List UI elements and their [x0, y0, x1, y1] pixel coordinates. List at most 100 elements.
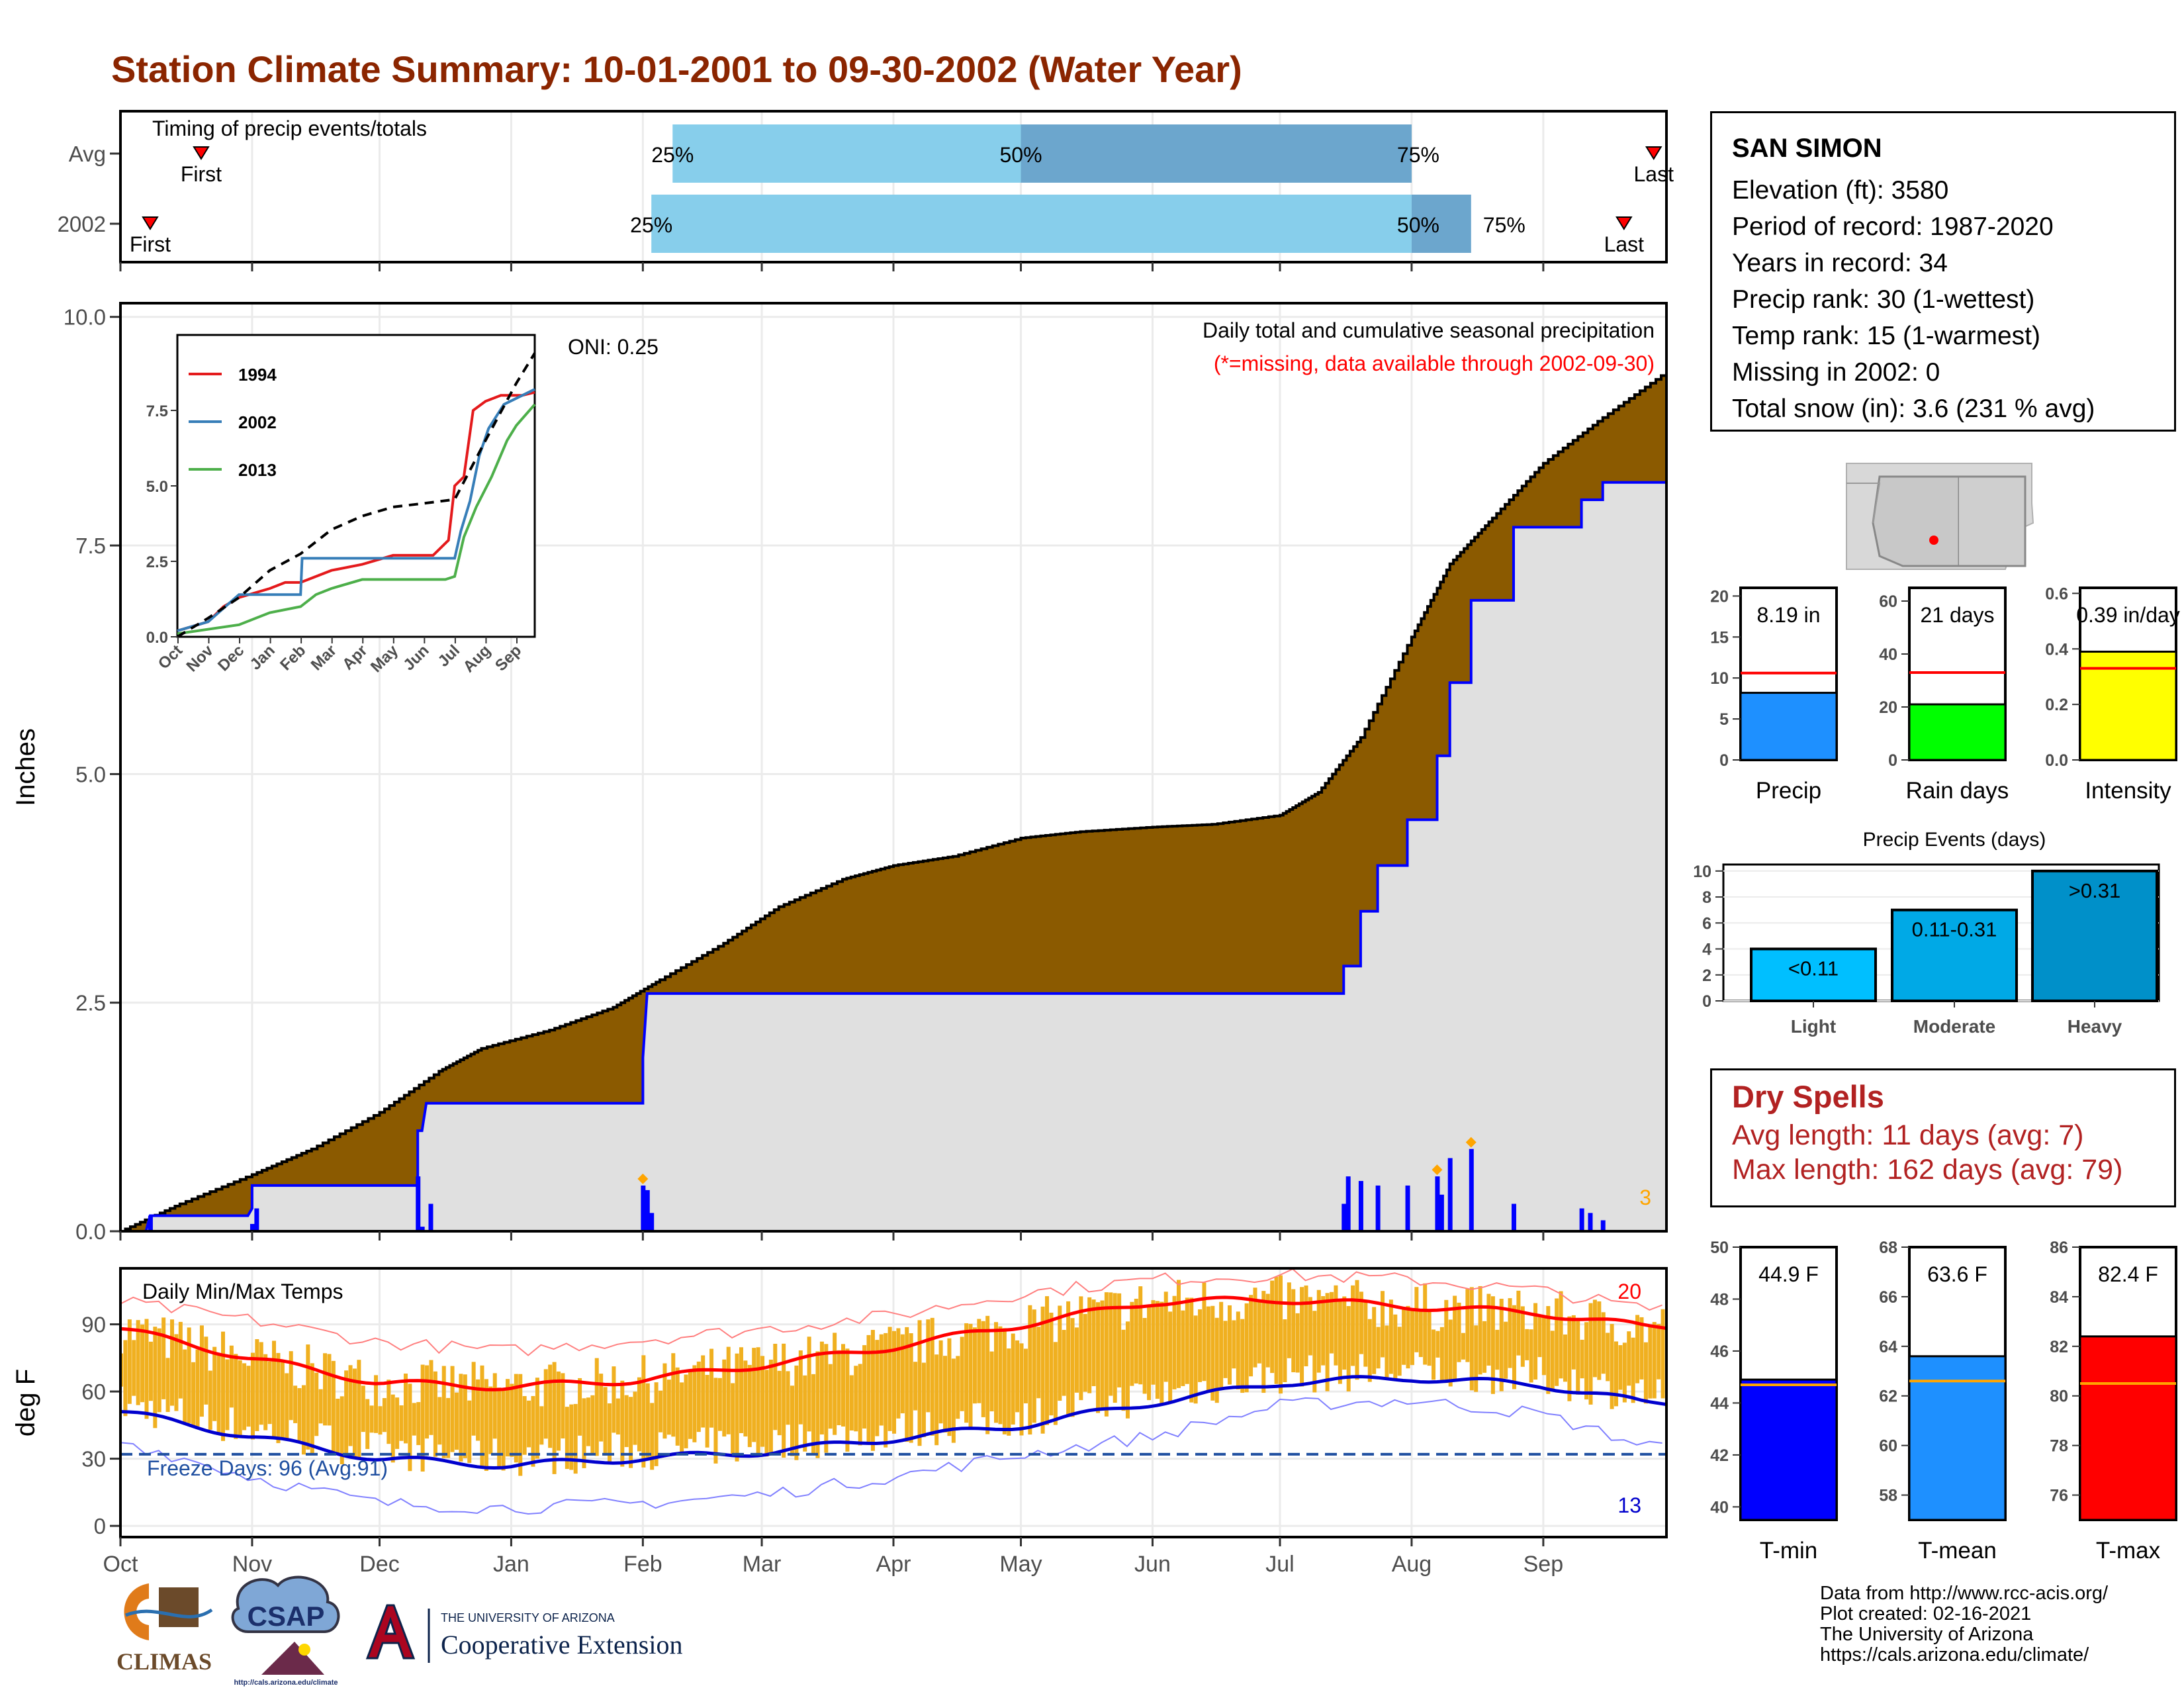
daily-temp-bar: [476, 1379, 480, 1441]
summary-y-tick-label: 44: [1710, 1394, 1729, 1413]
daily-temp-bar: [705, 1375, 709, 1448]
credit-plot-created: Plot created: 02-16-2021: [1820, 1603, 2032, 1624]
daily-precip-bar: [1579, 1208, 1584, 1231]
daily-temp-bar: [1138, 1286, 1143, 1385]
daily-temp-bar: [1592, 1299, 1597, 1378]
daily-temp-bar: [590, 1395, 595, 1455]
timing-first-marker: [193, 146, 210, 160]
daily-temp-bar: [1482, 1321, 1487, 1373]
daily-temp-bar: [1232, 1320, 1236, 1369]
summary-y-tick-label: 58: [1879, 1487, 1897, 1505]
csap-mountain-icon: [261, 1642, 324, 1675]
daily-temp-bar: [344, 1370, 349, 1456]
daily-temp-bar: [1058, 1305, 1062, 1401]
precip-y-tick-label: 2.5: [75, 991, 106, 1015]
daily-temp-bar: [484, 1379, 488, 1472]
daily-temp-bar: [506, 1379, 510, 1457]
daily-temp-bar: [557, 1371, 561, 1451]
daily-temp-bar: [938, 1340, 943, 1424]
daily-temp-bar: [140, 1324, 145, 1403]
daily-temp-bar: [811, 1374, 816, 1455]
map-state-arizona: [1872, 475, 1960, 567]
timing-bar-50-75: [1021, 124, 1412, 183]
daily-temp-bar: [208, 1370, 212, 1430]
summary-y-tick-label: 78: [2050, 1437, 2068, 1456]
precip-event-bar: [1891, 908, 2018, 1002]
summary-bar-category: Intensity: [2085, 778, 2171, 804]
daily-temp-bar: [1410, 1309, 1414, 1366]
daily-temp-bar: [659, 1390, 663, 1432]
daily-temp-bar: [204, 1336, 208, 1405]
ua-small-text: THE UNIVERSITY OF ARIZONA: [441, 1611, 615, 1624]
precip-event-bar-label: >0.31: [2069, 879, 2120, 902]
temps-x-tick-label: Aug: [1392, 1552, 1432, 1577]
daily-temp-bar: [760, 1356, 765, 1447]
daily-temp-bar: [1147, 1305, 1152, 1401]
daily-temp-bar: [1168, 1311, 1173, 1402]
daily-temp-bar: [862, 1345, 867, 1429]
daily-precip-bar: [1447, 1158, 1453, 1231]
daily-temp-bar: [1100, 1300, 1105, 1411]
daily-temp-bar: [450, 1366, 455, 1452]
daily-precip-bar: [148, 1215, 153, 1231]
daily-temp-bar: [1053, 1342, 1058, 1425]
daily-temp-bar: [1338, 1299, 1342, 1384]
daily-temp-bar: [1176, 1280, 1181, 1388]
daily-temp-bar: [1079, 1296, 1083, 1401]
daily-temp-bar: [1316, 1289, 1321, 1373]
daily-temp-bar: [675, 1367, 680, 1446]
daily-temp-bar: [425, 1365, 430, 1439]
inset-legend-label: 2002: [238, 412, 277, 432]
daily-precip-bar: [649, 1213, 655, 1231]
inset-series-line: [177, 391, 535, 632]
summary-y-tick-label: 60: [1879, 592, 1897, 611]
daily-temp-bar: [594, 1358, 599, 1456]
daily-precip-bar: [1469, 1149, 1474, 1231]
daily-temp-bar: [671, 1353, 676, 1437]
timing-last-marker: [1645, 146, 1662, 160]
ua-big-text: Cooperative Extension: [441, 1630, 682, 1660]
daily-precip-bar: [1345, 1176, 1351, 1231]
daily-temp-bar: [1291, 1289, 1296, 1372]
daily-temp-bar: [726, 1346, 731, 1434]
daily-temp-bar: [467, 1400, 472, 1463]
daily-temp-bar: [1109, 1292, 1113, 1396]
daily-temp-bar: [807, 1336, 811, 1432]
daily-temp-bar: [624, 1395, 629, 1448]
daily-temp-bar: [1520, 1306, 1525, 1367]
daily-temp-bar: [199, 1325, 204, 1417]
station-elevation: Elevation (ft): 3580: [1732, 176, 1949, 205]
daily-temp-bar: [527, 1400, 531, 1448]
daily-temp-bar: [578, 1378, 582, 1436]
daily-temp-bar: [561, 1373, 565, 1439]
daily-temp-bar: [926, 1319, 931, 1413]
summary-y-tick-label: 64: [1879, 1338, 1897, 1356]
temps-title: Daily Min/Max Temps: [142, 1280, 343, 1303]
daily-precip-bar: [1588, 1213, 1593, 1231]
daily-temp-bar: [875, 1340, 880, 1436]
daily-temp-bar: [790, 1385, 794, 1456]
daily-temp-bar: [1486, 1293, 1491, 1366]
daily-temp-bar: [956, 1356, 960, 1419]
daily-temp-bar: [768, 1359, 773, 1454]
daily-temp-bar: [297, 1387, 302, 1441]
daily-temp-bar: [148, 1341, 153, 1401]
daily-temp-bar: [1588, 1303, 1593, 1405]
daily-temp-bar: [1142, 1317, 1147, 1394]
daily-temp-bar: [1606, 1333, 1610, 1382]
temps-x-tick-label: Jan: [493, 1552, 529, 1577]
daily-temp-bar: [420, 1364, 425, 1472]
daily-temp-bar: [858, 1364, 862, 1446]
temps-x-tick-label: Nov: [232, 1552, 272, 1577]
daily-temp-bar: [255, 1339, 259, 1431]
daily-temp-bar: [454, 1392, 459, 1450]
precip-events-title: Precip Events (days): [1863, 829, 2046, 851]
daily-temp-bar: [174, 1334, 179, 1411]
daily-temp-bar: [603, 1387, 608, 1456]
timing-p75-label: 75%: [1397, 143, 1439, 167]
daily-temp-bar: [1270, 1280, 1275, 1374]
temps-panel: Freeze Days: 96 (Avg:91) Daily Min/Max Te…: [11, 1267, 1668, 1577]
precip-y-tick-label: 7.5: [75, 534, 106, 558]
summary-bar: [2079, 1335, 2177, 1521]
daily-temp-bar: [306, 1344, 310, 1450]
